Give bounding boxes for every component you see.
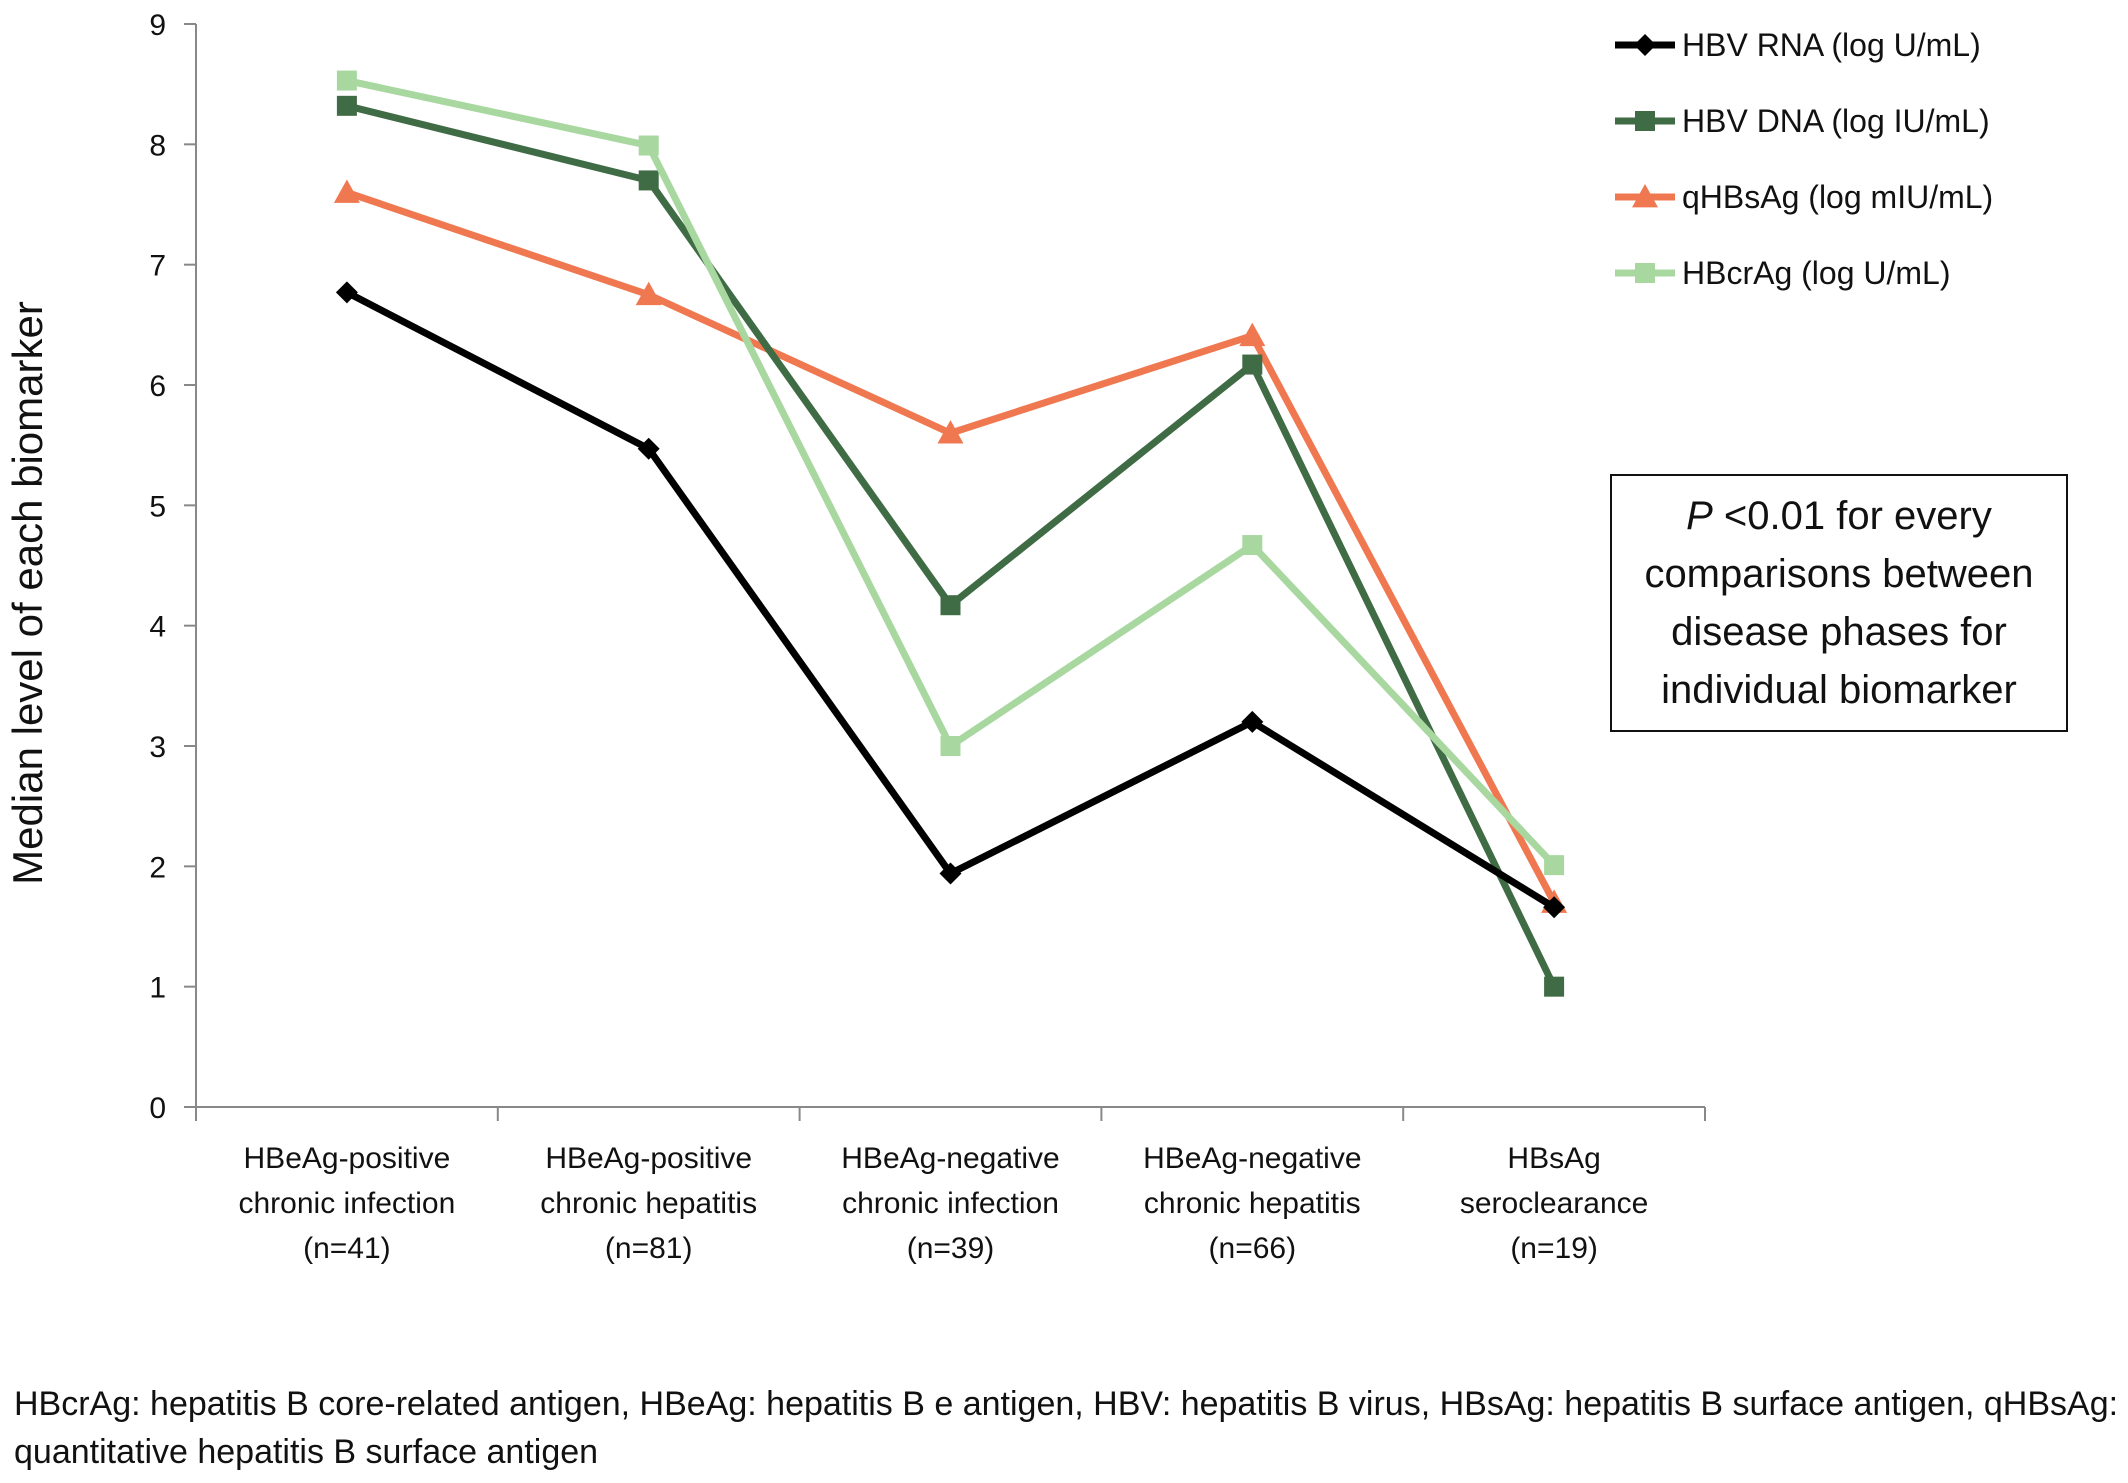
significance-note-text: P <0.01 for every comparisons between di… [1644,487,2033,719]
data-point [940,736,961,756]
significance-note: P <0.01 for every comparisons between di… [1610,474,2068,732]
legend-label: HBcrAg (log U/mL) [1682,255,1951,291]
series-line [346,102,1558,989]
y-axis-label: Median level of each biomarker [4,301,51,885]
data-point [1242,354,1263,375]
series-layer [333,70,1568,997]
x-tick-label: HBeAg-negative chronic hepatitis (n=66) [1143,1142,1361,1265]
series-1 [336,95,1565,997]
y-tick-label: 7 [149,250,166,283]
note-line-2: comparisons between [1644,552,2034,596]
legend-marker [1635,263,1655,283]
y-tick-label: 8 [149,129,166,162]
legend: HBV RNA (log U/mL) HBV DNA (log IU/mL) qHB… [1615,27,1993,291]
legend-marker [1634,34,1656,56]
data-point [336,70,357,91]
p-symbol: P [1686,494,1713,538]
y-tick-label: 5 [149,490,166,523]
data-point [637,437,660,460]
data-point [1544,855,1565,876]
y-tick-label: 9 [149,9,166,42]
y-tick-label: 0 [149,1092,166,1125]
data-point [1242,535,1263,556]
legend-item: HBV DNA (log IU/mL) [1615,103,1990,139]
data-point [1544,976,1565,997]
y-tick-label: 2 [149,851,166,884]
x-tick-label: HBsAg seroclearance (n=19) [1460,1142,1648,1265]
data-point [939,862,962,885]
legend-marker [1635,111,1655,131]
data-point [937,420,964,444]
axes: 0 1 2 3 4 5 6 7 8 9 HBeAg-positive chronic infectio… [149,9,1706,1265]
data-point [1543,896,1566,919]
note-line-3: disease phases for [1671,610,2007,654]
data-point [335,281,358,304]
legend-marker [1632,184,1658,208]
x-tick-label: HBeAg-positive chronic infection (n=41) [239,1142,456,1265]
legend-item: qHBsAg (log mIU/mL) [1615,179,1993,215]
y-tick-label: 6 [149,370,166,403]
y-tick-label: 3 [149,731,166,764]
y-tick-label: 1 [149,972,166,1005]
x-tick-label: HBeAg-negative chronic infection (n=39) [841,1142,1059,1265]
series-3 [336,70,1565,876]
legend-label: HBV RNA (log U/mL) [1682,27,1981,63]
legend-label: qHBsAg (log mIU/mL) [1682,179,1993,215]
legend-item: HBV RNA (log U/mL) [1615,27,1981,63]
data-point [638,135,659,156]
legend-label: HBV DNA (log IU/mL) [1682,103,1990,139]
y-tick-label: 4 [149,611,166,644]
legend-item: HBcrAg (log U/mL) [1615,255,1951,291]
series-0 [335,281,1566,919]
data-point [940,595,961,616]
note-line-1: <0.01 for every [1723,494,1992,538]
data-point [635,281,662,306]
data-point [333,179,360,203]
data-point [336,95,357,116]
data-point [1239,322,1266,347]
data-point [638,170,659,191]
x-tick-label: HBeAg-positive chronic hepatitis (n=81) [540,1142,757,1265]
data-point [1241,710,1264,733]
note-line-4: individual biomarker [1661,668,2017,712]
footnote: HBcrAg: hepatitis B core-related antigen… [14,1385,2119,1471]
